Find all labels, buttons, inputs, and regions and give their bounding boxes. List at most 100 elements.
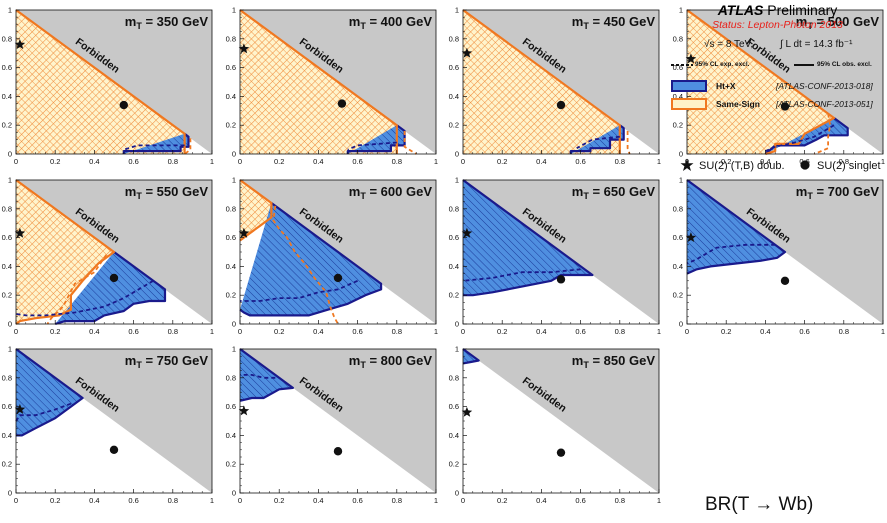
panel-600: 0 0.2 0.4 0.6 0.8 100.20.40.60.81ForbiddenmT … xyxy=(226,176,439,337)
x-tick-label: 0 xyxy=(461,157,465,166)
x-tick-label: 0.4 xyxy=(89,327,99,336)
y-tick-label: 0.8 xyxy=(226,204,236,213)
y-tick-label: 0.2 xyxy=(449,460,459,469)
htx-exp-line xyxy=(686,243,776,265)
y-tick-label: 0.8 xyxy=(226,373,236,382)
y-tick-label: 0.4 xyxy=(673,262,683,271)
x-tick-label: 1 xyxy=(210,496,214,505)
y-tick-label: 0 xyxy=(8,320,12,329)
x-tick-label: 1 xyxy=(434,327,438,336)
htx-exp-line xyxy=(15,402,72,422)
singlet-dot xyxy=(780,102,790,111)
y-tick-label: 0 xyxy=(679,320,683,329)
y-tick-label: 1 xyxy=(679,176,683,185)
doublet-star xyxy=(461,227,473,238)
same-sign-exp-line xyxy=(403,131,417,155)
panel-400: 0 0.2 0.4 0.6 0.8 100.20.40.60.81ForbiddenmT … xyxy=(226,6,439,167)
htx-exp-line xyxy=(240,373,276,379)
y-tick-label: 0.8 xyxy=(2,204,12,213)
x-tick-label: 0.4 xyxy=(89,496,99,505)
htx-region xyxy=(16,349,83,436)
same-sign-exp-line xyxy=(184,138,192,155)
y-tick-label: 1 xyxy=(455,176,459,185)
x-tick-label: 1 xyxy=(210,157,214,166)
x-tick-label: 1 xyxy=(657,327,661,336)
singlet-label: SU(2) singlet xyxy=(817,160,881,172)
x-tick-label: 0.6 xyxy=(352,496,362,505)
x-tick-label: 0.4 xyxy=(313,496,323,505)
x-tick-label: 0.6 xyxy=(352,327,362,336)
doublet-star xyxy=(14,404,26,414)
x-tick-label: 0.6 xyxy=(352,157,362,166)
y-tick-label: 1 xyxy=(232,345,236,354)
doublet-star xyxy=(461,47,473,58)
atlas-label: ATLAS xyxy=(717,2,764,18)
same-sign-obs-line xyxy=(15,9,186,154)
y-tick-label: 0.8 xyxy=(449,373,459,382)
forbidden-region xyxy=(463,349,659,493)
panel-title: mT = 550 GeV xyxy=(125,184,209,201)
htx-region xyxy=(123,133,189,154)
y-tick-label: 0.2 xyxy=(226,291,236,300)
panel-title: mT = 800 GeV xyxy=(349,353,433,370)
y-tick-label: 1 xyxy=(8,176,12,185)
x-tick-label: 1 xyxy=(657,157,661,166)
x-tick-label: 0.2 xyxy=(50,157,60,166)
same-sign-legend-swatch xyxy=(671,98,707,110)
y-tick-label: 0.4 xyxy=(449,431,459,440)
x-tick-label: 0.2 xyxy=(721,157,731,166)
htx-exp-line xyxy=(240,279,358,302)
panel-800: 0 0.2 0.4 0.6 0.8 100.20.40.60.81ForbiddenmT … xyxy=(226,345,439,506)
y-tick-label: 0.6 xyxy=(449,233,459,242)
htx-obs-line xyxy=(239,348,294,402)
doublet-star xyxy=(685,232,697,242)
htx-exp-line xyxy=(576,135,620,149)
panel-title: mT = 450 GeV xyxy=(572,14,656,31)
same-sign-exp-line xyxy=(814,113,832,155)
panel-650: 0 0.2 0.4 0.6 0.8 100.20.40.60.81ForbiddenmT … xyxy=(449,176,662,337)
same-sign-crosshatch xyxy=(240,10,397,154)
legend: ATLAS Preliminary Status: Lepton-Photon … xyxy=(668,0,887,172)
x-tick-label: 0.8 xyxy=(168,496,178,505)
htx-obs-line xyxy=(462,348,480,365)
singlet-dot xyxy=(556,448,566,457)
x-tick-label: 0.4 xyxy=(89,157,99,166)
x-axis-title: BR(T → Wb) xyxy=(705,494,814,515)
htx-exp-line xyxy=(123,144,185,151)
doublet-star xyxy=(238,227,250,238)
singlet-dot-icon xyxy=(800,160,810,170)
same-sign-crosshatch xyxy=(687,10,834,154)
same-sign-obs-line xyxy=(462,9,621,154)
x-tick-label: 0.2 xyxy=(497,327,507,336)
y-tick-label: 0.4 xyxy=(226,262,236,271)
x-tick-label: 1 xyxy=(657,496,661,505)
x-tick-label: 0.8 xyxy=(615,327,625,336)
y-tick-label: 1 xyxy=(232,176,236,185)
htx-legend-name: Ht+X xyxy=(716,81,736,91)
htx-obs-line xyxy=(686,179,787,275)
x-tick-label: 0.2 xyxy=(50,496,60,505)
y-tick-label: 1 xyxy=(232,6,236,15)
x-tick-label: 0.8 xyxy=(392,496,402,505)
y-tick-label: 0.8 xyxy=(226,34,236,43)
x-tick-label: 0.2 xyxy=(274,157,284,166)
x-tick-label: 0.8 xyxy=(839,327,849,336)
x-tick-label: 0.4 xyxy=(536,157,546,166)
singlet-dot xyxy=(780,276,790,285)
htx-obs-line xyxy=(462,179,594,297)
singlet-dot xyxy=(333,447,343,456)
obs-line-icon xyxy=(794,64,814,66)
htx-obs-line xyxy=(569,124,625,154)
y-tick-label: 0.6 xyxy=(226,63,236,72)
doublet-star xyxy=(238,43,250,54)
y-tick-label: 0.6 xyxy=(673,233,683,242)
x-tick-label: 1 xyxy=(434,496,438,505)
same-sign-exp-line xyxy=(626,131,631,155)
y-tick-label: 0.2 xyxy=(2,460,12,469)
y-tick-label: 0.8 xyxy=(2,373,12,382)
x-tick-label: 1 xyxy=(434,157,438,166)
x-tick-label: 0.2 xyxy=(497,496,507,505)
panel-title: mT = 400 GeV xyxy=(349,14,433,31)
htx-exp-line xyxy=(15,280,154,317)
x-tick-label: 0.4 xyxy=(313,327,323,336)
